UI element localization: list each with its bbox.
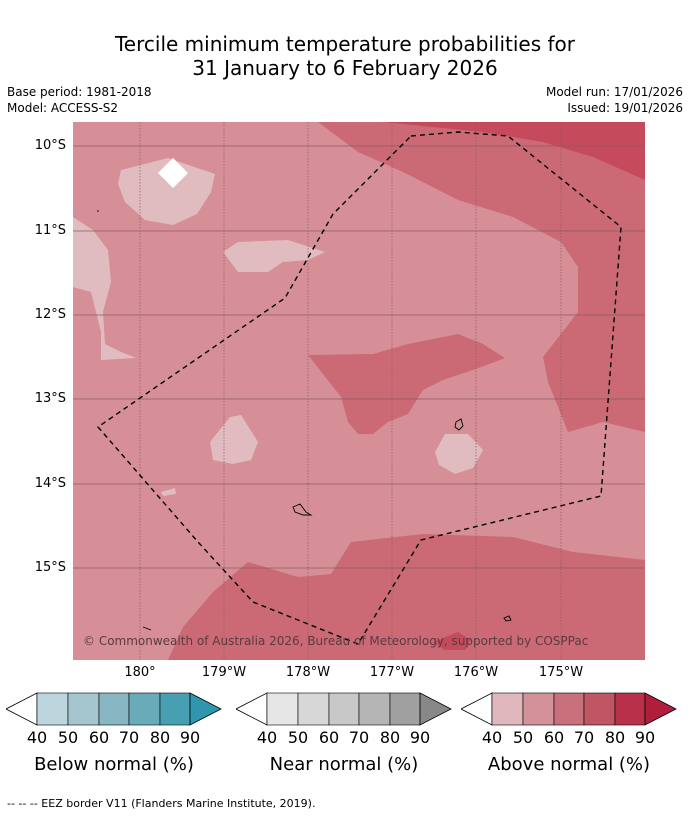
tick: 90 xyxy=(634,728,656,747)
lat-label-15s: 15°S xyxy=(34,560,66,575)
legend-above-min-arrow xyxy=(461,692,493,726)
title-line-2: 31 January to 6 February 2026 xyxy=(192,56,498,80)
lat-label-10s: 10°S xyxy=(34,138,66,153)
graticule-lat xyxy=(73,145,645,569)
legend-above-bar xyxy=(461,692,677,726)
chart-title: Tercile minimum temperature probabilitie… xyxy=(0,32,690,80)
no-data-cell xyxy=(158,158,188,188)
legend-below-bin-60 xyxy=(98,692,130,726)
legend-near-title: Near normal (%) xyxy=(269,754,419,775)
legend-near-bin-50 xyxy=(297,692,330,726)
legend-near-bin-60 xyxy=(328,692,360,726)
lon-label-177w: 177°W xyxy=(369,665,415,680)
lon-label-180: 180° xyxy=(124,665,156,680)
tick: 90 xyxy=(409,728,431,747)
legend-near-bin-70 xyxy=(358,692,391,726)
legend-below-bin-70 xyxy=(128,692,161,726)
tick: 90 xyxy=(179,728,201,747)
legend-below-min-arrow xyxy=(6,692,38,726)
region-above-60-ne xyxy=(318,122,645,432)
lat-label-14s: 14°S xyxy=(34,476,66,491)
legend-above-bin-80 xyxy=(614,692,646,726)
region-above-40-mid xyxy=(223,240,325,272)
legend-above xyxy=(461,692,677,726)
region-above-70-ne xyxy=(383,122,645,180)
region-above-60-central xyxy=(308,334,505,434)
map-svg: © Commonwealth of Australia 2026, Bureau… xyxy=(73,122,645,660)
tick: 50 xyxy=(512,728,534,747)
region-above-40-north xyxy=(118,158,215,225)
tick: 70 xyxy=(348,728,370,747)
legend-above-title: Above normal (%) xyxy=(487,754,651,775)
legend-above-max-arrow xyxy=(644,692,677,726)
tick: 40 xyxy=(256,728,278,747)
lat-label-12s: 12°S xyxy=(34,307,66,322)
legend-below-title: Below normal (%) xyxy=(34,754,194,775)
lon-label-178w: 178°W xyxy=(285,665,331,680)
legend-below-bin-50 xyxy=(67,692,100,726)
legend-below-bin-40 xyxy=(36,692,69,726)
model-run: Model run: 17/01/2026 xyxy=(545,85,683,99)
lat-label-13s: 13°S xyxy=(34,391,66,406)
tick: 40 xyxy=(481,728,503,747)
legend-below xyxy=(6,692,222,726)
meta-right: Model run: 17/01/2026 Issued: 19/01/2026 xyxy=(546,84,683,116)
title-line-1: Tercile minimum temperature probabilitie… xyxy=(114,32,576,56)
tick: 60 xyxy=(318,728,340,747)
lon-label-175w: 175°W xyxy=(538,665,584,680)
region-above-40-sw xyxy=(210,415,258,464)
base-period: Base period: 1981-2018 xyxy=(7,85,152,99)
tick: 80 xyxy=(149,728,171,747)
lon-label-179w: 179°W xyxy=(201,665,247,680)
region-above-70-south xyxy=(433,632,471,650)
tick: 40 xyxy=(26,728,48,747)
tick: 80 xyxy=(379,728,401,747)
island-1 xyxy=(454,418,464,431)
legend-above-bin-70 xyxy=(583,692,616,726)
island-2 xyxy=(292,503,313,516)
tick: 70 xyxy=(573,728,595,747)
island-5 xyxy=(97,210,99,212)
eez-note: -- -- -- EEZ border V11 (Flanders Marine… xyxy=(7,797,316,810)
model-name: Model: ACCESS-S2 xyxy=(7,101,119,115)
legend-above-bin-50 xyxy=(522,692,555,726)
legend-near-bar xyxy=(236,692,452,726)
tick: 80 xyxy=(604,728,626,747)
legend-near-bin-40 xyxy=(266,692,299,726)
region-above-40-se xyxy=(435,434,483,474)
legend-below-bin-80 xyxy=(159,692,191,726)
legend-above-bin-40 xyxy=(491,692,524,726)
tick: 70 xyxy=(118,728,140,747)
legend-above-bin-60 xyxy=(553,692,585,726)
region-above-40-small xyxy=(161,488,176,496)
island-3 xyxy=(503,615,512,622)
lat-label-11s: 11°S xyxy=(34,223,66,238)
legend-near-min-arrow xyxy=(236,692,268,726)
legend-below-max-arrow xyxy=(189,692,222,726)
region-above-40-west xyxy=(73,217,136,360)
legend-near-bin-80 xyxy=(389,692,421,726)
probability-map: © Commonwealth of Australia 2026, Bureau… xyxy=(73,122,645,660)
region-above-60-south xyxy=(168,534,645,660)
copyright-text: © Commonwealth of Australia 2026, Bureau… xyxy=(83,634,588,648)
legend-near-max-arrow xyxy=(419,692,452,726)
island-4 xyxy=(142,626,152,631)
tick: 60 xyxy=(543,728,565,747)
tick: 50 xyxy=(287,728,309,747)
issued-date: Issued: 19/01/2026 xyxy=(567,101,683,115)
tick: 50 xyxy=(57,728,79,747)
tick: 60 xyxy=(88,728,110,747)
lon-label-176w: 176°W xyxy=(453,665,499,680)
legend-below-bar xyxy=(6,692,222,726)
meta-left: Base period: 1981-2018 Model: ACCESS-S2 xyxy=(7,84,152,116)
eez-border xyxy=(96,131,622,645)
legend-near xyxy=(236,692,452,726)
